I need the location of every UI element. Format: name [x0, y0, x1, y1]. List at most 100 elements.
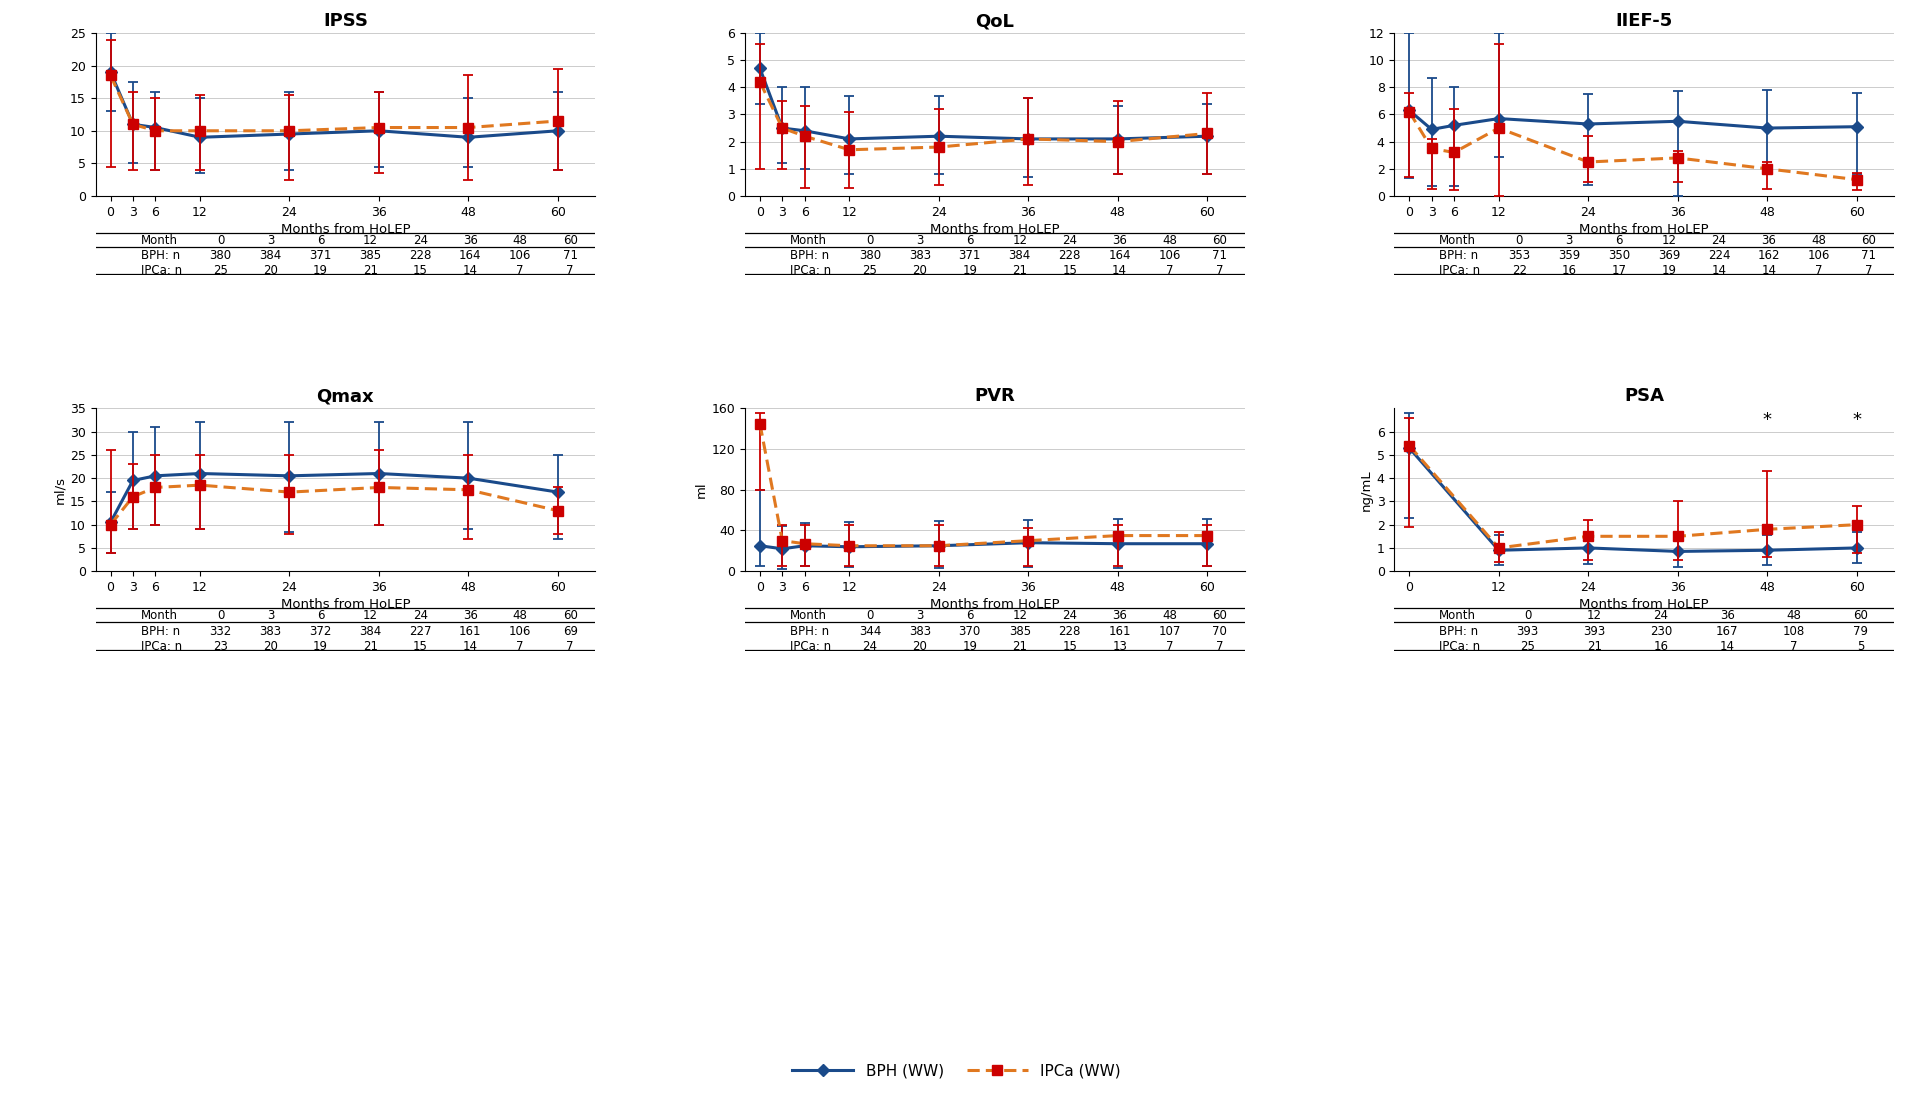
Text: 7: 7 — [1217, 265, 1222, 277]
Text: 21: 21 — [363, 640, 379, 653]
Text: 21: 21 — [1012, 640, 1027, 653]
Text: Month: Month — [790, 609, 826, 622]
X-axis label: Months from HoLEP: Months from HoLEP — [1580, 598, 1708, 611]
Text: 7: 7 — [517, 265, 524, 277]
Text: BPH: n: BPH: n — [790, 624, 828, 638]
Text: 353: 353 — [1507, 249, 1530, 263]
Text: 12: 12 — [363, 609, 379, 622]
Text: 71: 71 — [1213, 249, 1226, 263]
Text: 380: 380 — [859, 249, 882, 263]
Text: 7: 7 — [1165, 265, 1173, 277]
Text: 384: 384 — [260, 249, 281, 263]
Text: *: * — [1852, 411, 1861, 429]
Text: 71: 71 — [1861, 249, 1877, 263]
X-axis label: Months from HoLEP: Months from HoLEP — [930, 598, 1060, 611]
Text: 22: 22 — [1511, 265, 1527, 277]
Text: 12: 12 — [1586, 609, 1601, 622]
Title: PSA: PSA — [1624, 387, 1664, 406]
Text: 3: 3 — [1565, 234, 1572, 247]
Text: 19: 19 — [1662, 265, 1676, 277]
Text: 6: 6 — [1615, 234, 1622, 247]
Text: 0: 0 — [1525, 609, 1530, 622]
Text: *: * — [1762, 411, 1771, 429]
X-axis label: Months from HoLEP: Months from HoLEP — [930, 223, 1060, 236]
Text: 7: 7 — [1815, 265, 1823, 277]
Text: 108: 108 — [1783, 624, 1806, 638]
Text: 19: 19 — [314, 265, 327, 277]
Text: 385: 385 — [1008, 624, 1031, 638]
Text: 15: 15 — [413, 640, 429, 653]
Text: 21: 21 — [363, 265, 379, 277]
Text: 24: 24 — [1062, 609, 1077, 622]
Text: 164: 164 — [459, 249, 482, 263]
Text: 14: 14 — [1762, 265, 1777, 277]
Text: 106: 106 — [1808, 249, 1831, 263]
Text: 0: 0 — [867, 234, 874, 247]
Text: 60: 60 — [1213, 609, 1226, 622]
Text: 359: 359 — [1557, 249, 1580, 263]
Text: 60: 60 — [1854, 609, 1867, 622]
Text: 350: 350 — [1609, 249, 1630, 263]
Text: 383: 383 — [260, 624, 281, 638]
Text: 106: 106 — [509, 624, 532, 638]
Text: 385: 385 — [360, 249, 381, 263]
Text: 7: 7 — [1165, 640, 1173, 653]
Text: 6: 6 — [318, 234, 323, 247]
Text: 7: 7 — [566, 265, 574, 277]
Text: 24: 24 — [863, 640, 878, 653]
Text: 21: 21 — [1012, 265, 1027, 277]
Text: 7: 7 — [1791, 640, 1798, 653]
Text: 48: 48 — [513, 609, 528, 622]
Text: 48: 48 — [513, 234, 528, 247]
Text: 16: 16 — [1653, 640, 1668, 653]
Text: 15: 15 — [1062, 640, 1077, 653]
Text: 25: 25 — [1521, 640, 1534, 653]
Title: IIEF-5: IIEF-5 — [1615, 12, 1672, 30]
Text: 12: 12 — [1012, 234, 1027, 247]
Text: 0: 0 — [1515, 234, 1523, 247]
Text: 161: 161 — [459, 624, 482, 638]
Text: 393: 393 — [1584, 624, 1605, 638]
Text: 15: 15 — [413, 265, 429, 277]
Text: 24: 24 — [413, 609, 429, 622]
Text: 20: 20 — [264, 265, 277, 277]
Text: Month: Month — [1439, 609, 1477, 622]
Text: 161: 161 — [1108, 624, 1131, 638]
Text: 70: 70 — [1213, 624, 1226, 638]
Text: 19: 19 — [962, 640, 978, 653]
Text: 20: 20 — [913, 640, 928, 653]
Text: 228: 228 — [409, 249, 432, 263]
Text: IPCa: n: IPCa: n — [790, 265, 830, 277]
Text: 17: 17 — [1611, 265, 1626, 277]
X-axis label: Months from HoLEP: Months from HoLEP — [1580, 223, 1708, 236]
Text: 0: 0 — [216, 609, 224, 622]
Text: BPH: n: BPH: n — [790, 249, 828, 263]
Text: 393: 393 — [1517, 624, 1538, 638]
Text: 228: 228 — [1058, 249, 1081, 263]
Text: 36: 36 — [1111, 234, 1127, 247]
Text: 372: 372 — [310, 624, 331, 638]
Text: 20: 20 — [913, 265, 928, 277]
Text: IPCa: n: IPCa: n — [142, 640, 182, 653]
Text: 162: 162 — [1758, 249, 1781, 263]
Text: 7: 7 — [517, 640, 524, 653]
Text: IPCa: n: IPCa: n — [790, 640, 830, 653]
Text: BPH: n: BPH: n — [142, 624, 180, 638]
Text: 79: 79 — [1854, 624, 1869, 638]
Text: 380: 380 — [209, 249, 231, 263]
Text: 60: 60 — [562, 234, 578, 247]
Text: 12: 12 — [363, 234, 379, 247]
Text: 3: 3 — [916, 234, 924, 247]
Title: PVR: PVR — [974, 387, 1016, 406]
Text: 14: 14 — [1712, 265, 1727, 277]
X-axis label: Months from HoLEP: Months from HoLEP — [281, 598, 409, 611]
Text: 370: 370 — [958, 624, 981, 638]
Text: 106: 106 — [1159, 249, 1180, 263]
Text: 24: 24 — [413, 234, 429, 247]
Text: 12: 12 — [1012, 609, 1027, 622]
Text: 6: 6 — [966, 234, 974, 247]
Text: 0: 0 — [216, 234, 224, 247]
Text: 383: 383 — [909, 624, 932, 638]
Text: 6: 6 — [318, 609, 323, 622]
Text: 230: 230 — [1649, 624, 1672, 638]
